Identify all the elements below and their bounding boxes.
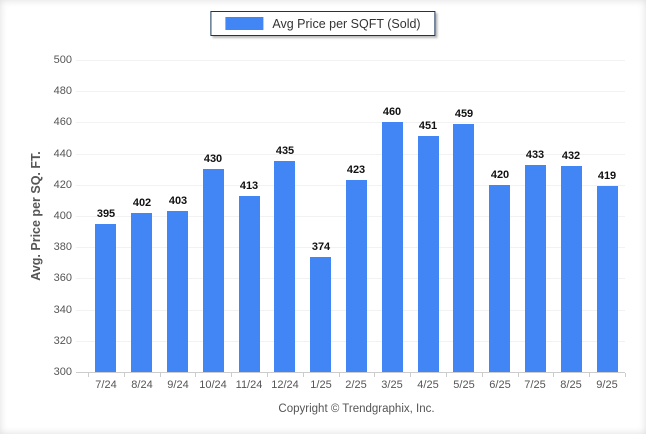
y-tick-label: 320 [53,335,72,347]
y-tick-label: 460 [53,116,72,128]
bar [597,186,618,372]
bar [310,257,331,372]
x-tick-label: 3/25 [381,379,403,391]
bar-value-label: 430 [203,153,223,165]
y-tick-label: 420 [53,179,72,191]
bar [382,122,403,372]
bar [489,185,510,372]
legend-swatch-icon [225,17,264,30]
y-tick-label: 360 [53,272,72,284]
bar-value-label: 451 [418,120,438,132]
x-axis-line [76,372,625,373]
y-tick-label: 380 [53,241,72,253]
gridline [76,91,625,92]
y-tick-label: 440 [53,148,72,160]
bar [167,211,188,372]
axis-tick [625,373,626,377]
axis-tick [518,373,519,377]
gridline [76,154,625,155]
x-tick-label: 12/24 [271,379,299,391]
axis-tick [482,373,483,377]
bar [453,124,474,372]
x-tick-label: 11/24 [235,379,263,391]
x-tick-label: 1/25 [310,379,332,391]
x-tick-label: 9/24 [167,379,189,391]
bar-value-label: 433 [525,149,545,161]
axis-tick [446,373,447,377]
bar-value-label: 423 [346,164,366,176]
bar-value-label: 432 [561,150,581,162]
x-tick-label: 7/24 [95,379,117,391]
bar-value-label: 374 [311,241,331,253]
gridline [76,60,625,61]
bar-value-label: 403 [168,195,188,207]
x-tick-label: 9/25 [596,379,618,391]
axis-tick [339,373,340,377]
bar-value-label: 420 [490,169,510,181]
bar [418,136,439,372]
x-tick-label: 6/25 [489,379,511,391]
axis-tick [303,373,304,377]
y-tick-label: 500 [53,54,72,66]
y-tick-label: 480 [53,85,72,97]
axis-tick [410,373,411,377]
bar-value-label: 395 [96,208,116,220]
axis-tick [124,373,125,377]
x-tick-label: 5/25 [453,379,475,391]
bar [131,213,152,372]
x-tick-label: 8/24 [131,379,153,391]
axis-tick [195,373,196,377]
axis-tick [267,373,268,377]
axis-tick [553,373,554,377]
legend-label: Avg Price per SQFT (Sold) [272,16,421,31]
bar [203,169,224,372]
axis-tick [160,373,161,377]
bar-value-label: 435 [275,145,295,157]
bar [561,166,582,372]
bar [95,224,116,372]
bar [274,161,295,372]
gridline [76,122,625,123]
axis-tick [231,373,232,377]
bar [346,180,367,372]
y-tick-label: 340 [53,304,72,316]
legend: Avg Price per SQFT (Sold) [210,11,436,36]
y-tick-label: 300 [53,366,72,378]
axis-tick [88,373,89,377]
x-tick-label: 7/25 [524,379,546,391]
x-tick-label: 2/25 [345,379,367,391]
bar [525,165,546,372]
axis-tick [589,373,590,377]
y-axis-title: Avg. Price per SQ. FT. [29,151,43,281]
bar-value-label: 413 [239,180,259,192]
bar-value-label: 459 [454,108,474,120]
bar-value-label: 402 [132,197,152,209]
x-tick-label: 4/25 [417,379,439,391]
bar [239,196,260,372]
y-tick-label: 400 [53,210,72,222]
bar-value-label: 419 [597,170,617,182]
x-tick-label: 10/24 [199,379,227,391]
bar-value-label: 460 [382,106,402,118]
copyright-text: Copyright © Trendgraphix, Inc. [278,403,435,415]
x-tick-label: 8/25 [560,379,582,391]
axis-tick [374,373,375,377]
